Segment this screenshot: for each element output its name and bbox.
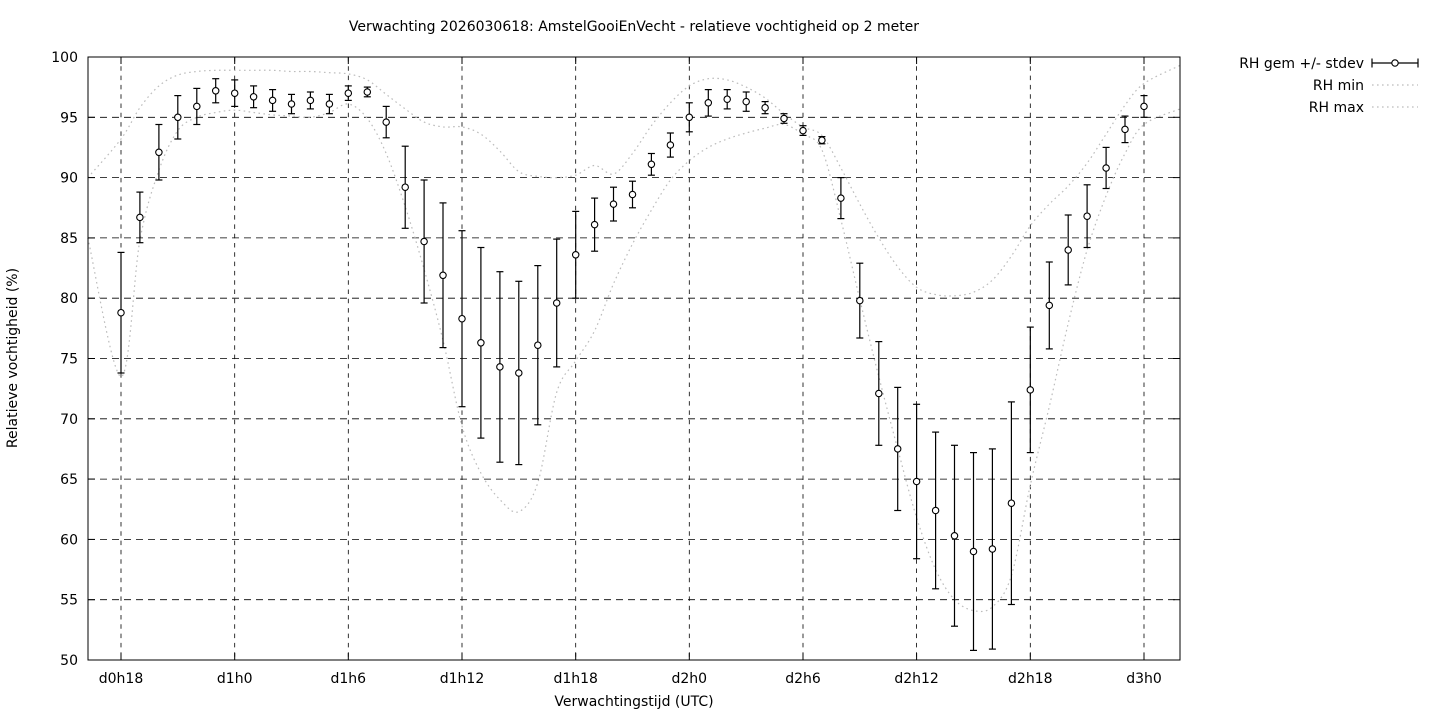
- data-point: [780, 114, 788, 123]
- data-point: [117, 308, 125, 317]
- data-point: [912, 477, 921, 486]
- data-point: [685, 113, 694, 122]
- data-point: [534, 341, 542, 349]
- data-point: [325, 100, 334, 108]
- data-point: [515, 369, 523, 377]
- data-point: [893, 445, 902, 453]
- y-tick-label: 80: [60, 291, 78, 307]
- data-point: [1083, 212, 1091, 220]
- data-point: [666, 141, 675, 149]
- data-point: [211, 87, 220, 95]
- y-tick-label: 60: [60, 532, 78, 548]
- data-point: [230, 89, 239, 97]
- data-point: [931, 506, 940, 515]
- data-point: [1045, 301, 1054, 310]
- data-point: [306, 96, 315, 105]
- data-point: [1064, 246, 1072, 254]
- y-tick-label: 95: [60, 110, 78, 126]
- data-point: [647, 160, 656, 169]
- legend-label: RH min: [1313, 78, 1364, 94]
- y-tick-label: 55: [60, 593, 78, 609]
- x-tick-label: d2h6: [785, 671, 821, 687]
- x-tick-label: d3h0: [1126, 671, 1162, 687]
- data-point: [837, 194, 845, 202]
- data-point: [382, 118, 390, 126]
- x-tick-label: d2h12: [894, 671, 938, 687]
- x-tick-label: d1h18: [553, 671, 597, 687]
- y-tick-label: 90: [60, 171, 78, 187]
- data-point: [856, 296, 864, 305]
- data-point: [420, 237, 428, 246]
- legend-errorbar-glyph: [1371, 58, 1419, 68]
- data-point: [723, 95, 731, 103]
- data-point: [950, 532, 959, 540]
- rh-mean-errorbars: [117, 78, 1148, 652]
- data-point: [590, 220, 599, 229]
- data-point: [287, 100, 296, 108]
- data-point: [799, 126, 807, 135]
- x-tick-label: d1h6: [331, 671, 367, 687]
- data-point: [439, 271, 447, 280]
- data-point: [477, 339, 485, 347]
- y-tick-label: 50: [60, 653, 78, 669]
- data-point: [628, 190, 637, 199]
- data-point: [1026, 386, 1035, 394]
- data-point: [704, 99, 713, 107]
- y-tick-label: 75: [60, 352, 78, 368]
- y-axis-title: Relatieve vochtigheid (%): [5, 267, 21, 449]
- data-point: [552, 299, 561, 307]
- data-point: [193, 102, 201, 111]
- data-point: [1121, 125, 1129, 134]
- grid: [88, 57, 1180, 660]
- x-tick-label: d2h0: [672, 671, 708, 687]
- data-point: [609, 200, 618, 208]
- data-point: [155, 148, 163, 157]
- rh-mean-points: [117, 87, 1148, 556]
- y-tick-label: 85: [60, 231, 78, 247]
- legend: RH gem +/- stdev RH min RH max: [1239, 56, 1419, 116]
- x-tick-labels: d0h18 d1h0 d1h6 d1h12 d1h18 d2h0 d2h6 d2h12 d2h1…: [99, 671, 1162, 687]
- data-point: [363, 88, 372, 96]
- y-tick-labels: 50 55 60 65 70 75 80 85 90 95 100: [51, 50, 78, 669]
- data-point: [761, 103, 769, 112]
- data-point: [988, 545, 997, 553]
- data-point: [458, 314, 466, 323]
- rh-min-curve: [87, 103, 1181, 613]
- x-axis-title: Verwachtingstijd (UTC): [554, 694, 714, 710]
- data-point: [1102, 164, 1110, 172]
- data-point: [875, 389, 883, 398]
- data-point: [1007, 499, 1016, 507]
- chart-title: Verwachting 2026030618: AmstelGooiEnVech…: [348, 19, 920, 35]
- data-point: [969, 547, 978, 556]
- x-tick-label: d2h18: [1008, 671, 1052, 687]
- data-point: [174, 113, 182, 122]
- data-point: [818, 136, 826, 144]
- legend-label: RH gem +/- stdev: [1239, 56, 1364, 72]
- data-point: [268, 96, 277, 105]
- y-tick-label: 70: [60, 412, 78, 428]
- data-point: [344, 89, 353, 97]
- axes: [87, 56, 1181, 661]
- y-tick-label: 100: [51, 50, 78, 66]
- legend-label: RH max: [1309, 100, 1364, 116]
- x-tick-label: d0h18: [99, 671, 143, 687]
- y-tick-label: 65: [60, 472, 78, 488]
- data-point: [742, 97, 750, 106]
- data-point: [571, 251, 580, 259]
- data-point: [136, 213, 144, 222]
- x-tick-label: d1h12: [440, 671, 484, 687]
- rh-max-curve: [87, 64, 1181, 297]
- data-point: [401, 183, 409, 191]
- x-tick-label: d1h0: [217, 671, 253, 687]
- data-point: [496, 363, 504, 371]
- data-point: [1140, 102, 1148, 111]
- data-point: [249, 93, 258, 101]
